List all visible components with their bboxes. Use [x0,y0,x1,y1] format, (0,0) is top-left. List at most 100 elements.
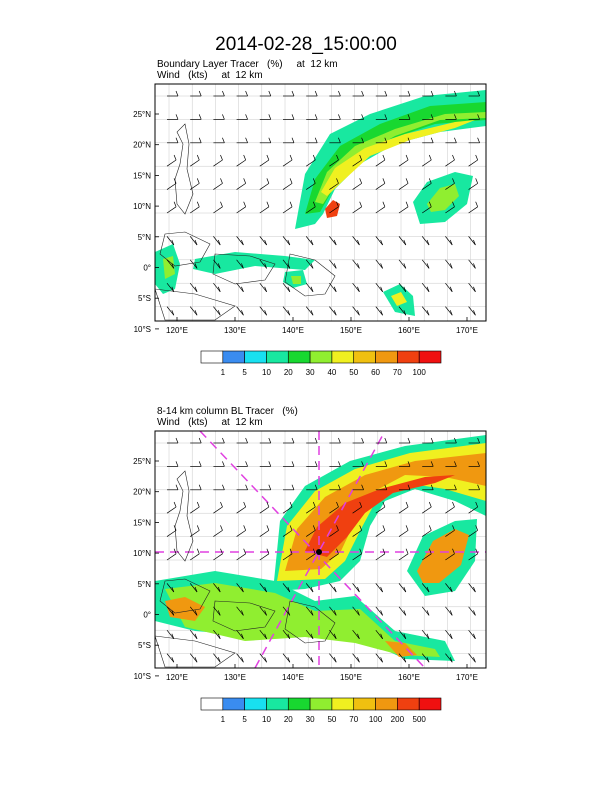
wind-barb [166,506,177,514]
wind-barb [259,653,267,663]
wind-barb [291,461,295,467]
wind-barb [375,206,386,214]
wind-barb [329,259,337,269]
wind-barb [384,137,388,143]
wind-barb [171,263,175,269]
wind-barb [352,159,362,167]
wind-barb [222,90,225,97]
wind-barb [190,530,200,537]
wind-barb [473,586,476,593]
tracer-contour [163,256,175,279]
lon-tick-label: 120°E [166,326,188,335]
wind-barb [375,553,386,561]
wind-barb [245,90,248,97]
wind-barb [382,178,386,184]
wind-barb [407,137,411,143]
wind-barb [468,629,476,640]
wind-barb [306,159,316,167]
wind-barb [175,90,179,97]
wind-barb [336,201,339,207]
wind-barb [213,629,221,640]
wind-barb [305,653,314,663]
wind-barb [333,286,337,292]
wind-barb [357,239,360,246]
tracer-contour [295,90,486,229]
wind-barb [190,506,200,514]
wind-barb [171,239,175,246]
wind-barb [375,282,383,293]
wind-barb [398,553,409,561]
wind-barb [357,586,360,593]
wind-barb [289,154,293,161]
wind-barb [336,501,339,508]
wind-barb [259,306,267,316]
wind-barb [454,137,457,143]
wind-barb [382,201,386,207]
wind-barb [475,201,479,207]
lon-tick-label: 150°E [340,673,362,682]
wind-barb [338,484,341,490]
wind-barb [291,484,295,490]
wind-barb [245,484,248,490]
wind-barb [421,259,430,269]
wind-barb [241,586,244,593]
colorbar-swatch [397,350,420,364]
wind-barb [312,178,316,184]
wind-barb [422,530,432,537]
wind-barb [194,610,198,616]
colorbar-label: 10 [262,715,271,724]
wind-barb [213,606,221,616]
wind-barb [291,90,295,97]
wind-barb [282,206,293,214]
wind-barb [336,178,339,184]
wind-barb [338,114,341,120]
wind-barb [403,657,407,663]
wind-barb [375,530,386,537]
wind-barb [266,525,270,531]
wind-barb [477,437,480,444]
wind-barb [243,525,247,531]
colorbar-swatch [353,697,376,711]
wind-barb [220,501,223,508]
wind-barb [259,259,267,269]
wind-barb [380,263,383,269]
wind-barb [336,525,339,531]
wind-barb [198,484,202,490]
wind-barb [445,183,455,190]
wind-barb [306,206,316,214]
wind-barb [166,553,177,561]
wind-barb [421,606,430,616]
wind-barb [213,306,221,316]
wind-barb [259,206,270,214]
colorbar-swatch [418,350,442,364]
wind-barb [282,629,291,640]
wind-barb [421,236,430,246]
wind-barb [236,629,244,640]
wind-barb [382,154,386,161]
wind-barb [430,137,434,143]
wind-barb [403,586,407,593]
wind-barb [310,586,314,593]
wind-barb [236,653,244,663]
wind-barb [468,259,476,269]
wind-barb [375,629,383,640]
wind-barb [352,629,360,640]
wind-barb [357,633,360,639]
wind-barb [217,239,221,246]
wind-barb [452,201,455,207]
colorbar-swatch [375,697,398,711]
colorbar-swatch [222,697,245,711]
colorbar-swatch [375,350,398,364]
wind-barb [241,633,244,639]
wind-barb [454,437,457,444]
wind-barb [361,461,364,467]
wind-barb [245,137,248,143]
coastline [174,123,194,215]
wind-barb [338,437,341,444]
wind-barb [352,306,360,316]
wind-barb [289,501,293,508]
wind-barb [477,114,480,120]
wind-barb [241,286,244,292]
wind-barb [473,610,476,616]
wind-barb [352,206,362,214]
